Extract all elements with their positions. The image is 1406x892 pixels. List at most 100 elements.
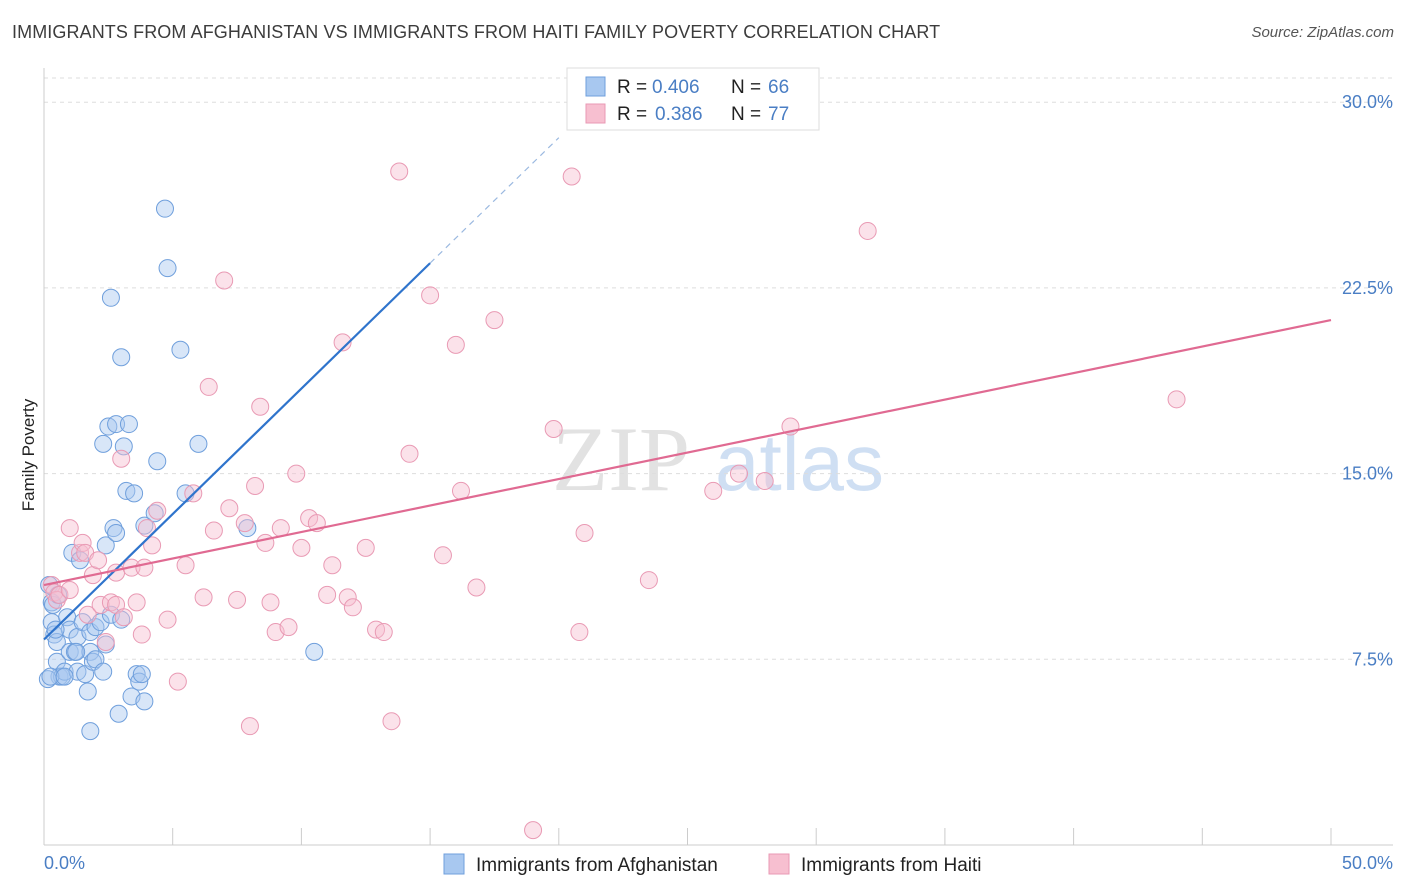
legend-n-value-afghanistan: 66 bbox=[768, 77, 789, 98]
point-haiti bbox=[168, 672, 187, 691]
point-afghanistan bbox=[78, 682, 97, 701]
point-haiti bbox=[524, 821, 543, 840]
point-haiti bbox=[570, 623, 589, 642]
point-haiti bbox=[50, 585, 69, 604]
trend-line-afghanistan bbox=[43, 262, 431, 641]
point-haiti bbox=[639, 571, 658, 590]
point-haiti bbox=[127, 593, 146, 612]
bottom-legend: Immigrants from Afghanistan Immigrants f… bbox=[443, 853, 982, 876]
point-haiti bbox=[323, 556, 342, 575]
point-haiti bbox=[194, 588, 213, 607]
point-haiti bbox=[729, 464, 748, 483]
point-afghanistan bbox=[132, 665, 151, 684]
point-afghanistan bbox=[41, 667, 60, 686]
point-afghanistan bbox=[127, 665, 146, 684]
point-haiti bbox=[279, 618, 298, 637]
point-afghanistan bbox=[96, 536, 115, 555]
point-afghanistan bbox=[130, 672, 149, 691]
point-afghanistan bbox=[119, 415, 138, 434]
point-haiti bbox=[318, 585, 337, 604]
point-afghanistan bbox=[107, 524, 126, 543]
point-afghanistan bbox=[158, 259, 177, 278]
legend-r-label-afghanistan: R = bbox=[617, 77, 647, 98]
point-haiti bbox=[446, 335, 465, 354]
point-haiti bbox=[176, 556, 195, 575]
point-afghanistan bbox=[60, 642, 79, 661]
point-haiti bbox=[60, 519, 79, 538]
chart-title: IMMIGRANTS FROM AFGHANISTAN VS IMMIGRANT… bbox=[12, 22, 941, 42]
point-haiti bbox=[91, 595, 110, 614]
point-haiti bbox=[112, 449, 131, 468]
point-haiti bbox=[143, 536, 162, 555]
y-axis-title: Family Poverty bbox=[19, 398, 38, 511]
point-afghanistan bbox=[171, 340, 190, 359]
legend-swatch-afghanistan bbox=[585, 76, 606, 97]
legend-n-label-afghanistan: N = bbox=[731, 77, 761, 98]
point-afghanistan bbox=[104, 519, 123, 538]
point-haiti bbox=[390, 162, 409, 181]
legend-r-label-haiti: R = bbox=[617, 104, 647, 125]
point-haiti bbox=[287, 464, 306, 483]
point-haiti bbox=[433, 546, 452, 565]
legend-n-value-haiti: 77 bbox=[768, 104, 789, 125]
point-haiti bbox=[215, 271, 234, 290]
point-haiti bbox=[114, 608, 133, 627]
point-haiti bbox=[204, 521, 223, 540]
chart-source: Source: ZipAtlas.com bbox=[1251, 24, 1394, 41]
point-afghanistan bbox=[189, 434, 208, 453]
point-haiti bbox=[220, 499, 239, 518]
point-haiti bbox=[575, 524, 594, 543]
point-haiti bbox=[78, 605, 97, 624]
y-tick-label: 15.0% bbox=[1342, 464, 1393, 484]
point-afghanistan bbox=[155, 199, 174, 218]
point-haiti bbox=[246, 476, 265, 495]
point-afghanistan bbox=[112, 348, 131, 367]
point-afghanistan bbox=[125, 484, 144, 503]
point-afghanistan bbox=[145, 504, 164, 523]
point-haiti bbox=[47, 590, 66, 609]
point-haiti bbox=[107, 563, 126, 582]
point-afghanistan bbox=[94, 434, 113, 453]
trend-line-haiti bbox=[43, 319, 1332, 587]
point-haiti bbox=[235, 514, 254, 533]
bottom-legend-label-afghanistan: Immigrants from Afghanistan bbox=[476, 855, 718, 876]
point-haiti bbox=[544, 420, 563, 439]
point-haiti bbox=[382, 712, 401, 731]
grid-layer bbox=[44, 77, 1393, 660]
point-haiti bbox=[356, 538, 375, 557]
point-haiti bbox=[251, 397, 270, 416]
axis-layer: 7.5% 15.0% 22.5% 30.0% bbox=[43, 68, 1393, 846]
point-afghanistan bbox=[148, 452, 167, 471]
point-haiti bbox=[199, 377, 218, 396]
point-haiti bbox=[137, 519, 156, 538]
watermark-atlas: atlas bbox=[715, 418, 884, 507]
point-afghanistan bbox=[107, 415, 126, 434]
point-haiti bbox=[858, 221, 877, 240]
point-haiti bbox=[292, 538, 311, 557]
point-haiti bbox=[1167, 390, 1186, 409]
point-afghanistan bbox=[55, 662, 74, 681]
bottom-legend-swatch-afghanistan bbox=[443, 853, 465, 875]
point-haiti bbox=[338, 588, 357, 607]
point-haiti bbox=[89, 551, 108, 570]
point-haiti bbox=[101, 593, 120, 612]
watermark-zip: ZIP bbox=[552, 408, 690, 510]
point-haiti bbox=[60, 580, 79, 599]
point-afghanistan bbox=[55, 667, 74, 686]
point-haiti bbox=[374, 623, 393, 642]
y-tick-label: 22.5% bbox=[1342, 278, 1393, 298]
point-afghanistan bbox=[101, 288, 120, 307]
point-afghanistan bbox=[81, 722, 100, 741]
point-haiti bbox=[333, 333, 352, 352]
point-haiti bbox=[485, 311, 504, 330]
trend-layer bbox=[43, 137, 1332, 641]
trend-line-afghanistan-extension bbox=[429, 137, 560, 264]
point-haiti bbox=[704, 481, 723, 500]
x-tick-label-min: 0.0% bbox=[44, 853, 85, 873]
point-haiti bbox=[400, 444, 419, 463]
point-afghanistan bbox=[238, 519, 257, 538]
y-tick-label: 7.5% bbox=[1352, 649, 1393, 669]
point-afghanistan bbox=[94, 662, 113, 681]
point-haiti bbox=[96, 632, 115, 651]
legend-swatch-haiti bbox=[585, 103, 606, 124]
